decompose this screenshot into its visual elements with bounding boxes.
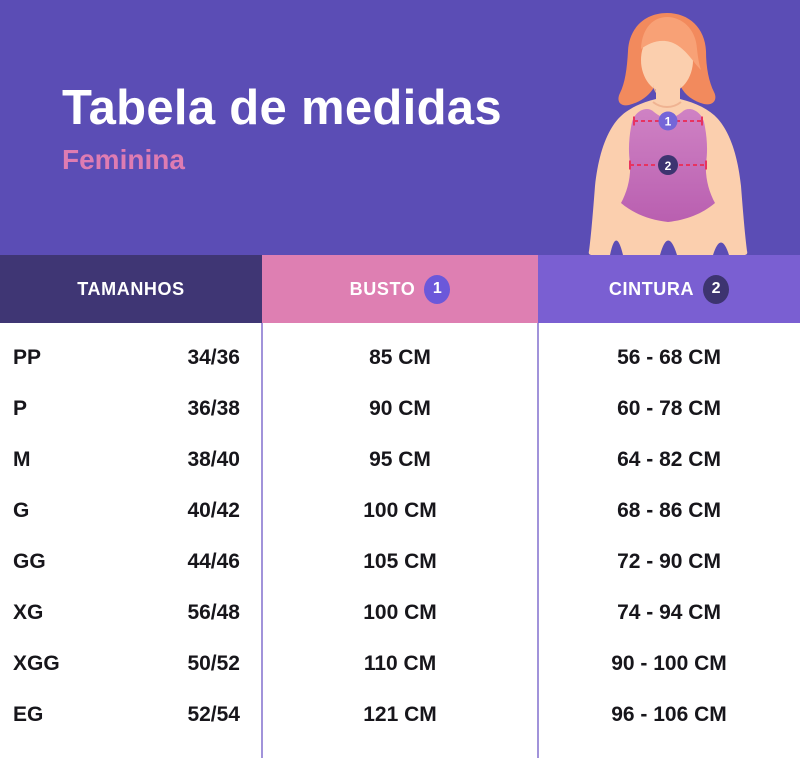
cell-size: XGG 50/52 — [0, 652, 262, 676]
table-row: G 40/42 100 CM 68 - 86 CM — [0, 485, 800, 536]
waist-marker-number: 2 — [665, 159, 672, 173]
cell-waist: 96 - 106 CM — [611, 702, 727, 726]
table-row: M 38/40 95 CM 64 - 82 CM — [0, 434, 800, 485]
cell-bust: 110 CM — [363, 651, 437, 675]
waist-badge: 2 — [703, 274, 730, 304]
column-header-sizes-label: TAMANHOS — [77, 278, 185, 299]
column-divider — [537, 323, 539, 758]
size-numbers: 36/38 — [187, 396, 240, 420]
size-numbers: 52/54 — [187, 702, 240, 726]
bust-badge: 1 — [424, 274, 451, 304]
table-body: PP 34/36 85 CM 56 - 68 CM P 36/38 90 CM … — [0, 323, 800, 758]
bust-marker-number: 1 — [665, 115, 672, 129]
size-numbers: 38/40 — [187, 447, 240, 471]
leg-gap-right — [713, 242, 729, 255]
size-label: XGG — [13, 651, 60, 675]
table-row: GG 44/46 105 CM 72 - 90 CM — [0, 536, 800, 587]
size-label: G — [13, 498, 30, 522]
cell-waist: 90 - 100 CM — [611, 651, 727, 675]
cell-waist: 72 - 90 CM — [617, 549, 721, 573]
cell-waist: 56 - 68 CM — [617, 345, 721, 369]
cell-bust: 100 CM — [363, 498, 437, 522]
column-header-sizes: TAMANHOS — [0, 255, 262, 323]
waist-marker-badge — [658, 155, 678, 175]
size-label: P — [13, 396, 28, 420]
size-numbers: 50/52 — [187, 651, 240, 675]
size-numbers: 34/36 — [187, 345, 240, 369]
table-row: XGG 50/52 110 CM 90 - 100 CM — [0, 638, 800, 689]
column-header-bust-label: BUSTO — [349, 278, 416, 299]
table-row: P 36/38 90 CM 60 - 78 CM — [0, 383, 800, 434]
female-figure-illustration: 1 2 — [588, 13, 748, 255]
table-row: XG 56/48 100 CM 74 - 94 CM — [0, 587, 800, 638]
cell-waist: 64 - 82 CM — [617, 447, 721, 471]
size-label: XG — [13, 600, 44, 624]
cell-bust: 85 CM — [369, 345, 431, 369]
size-numbers: 56/48 — [187, 600, 240, 624]
page-title: Tabela de medidas — [62, 81, 502, 135]
collarbone-lines — [652, 101, 682, 108]
table-row: PP 34/36 85 CM 56 - 68 CM — [0, 332, 800, 383]
hair-fringe-icon — [641, 17, 701, 70]
leg-gap-left — [610, 240, 623, 255]
cell-size: GG 44/46 — [0, 550, 262, 574]
size-numbers: 40/42 — [187, 498, 240, 522]
leg-gap-center — [660, 240, 677, 255]
page-subtitle: Feminina — [62, 144, 185, 175]
cell-waist: 74 - 94 CM — [617, 600, 721, 624]
cell-bust: 90 CM — [369, 396, 431, 420]
bust-marker-badge — [658, 111, 678, 131]
hero-header: Tabela de medidas Feminina — [0, 0, 800, 255]
size-label: GG — [13, 549, 46, 573]
size-label: M — [13, 447, 31, 471]
cell-bust: 105 CM — [363, 549, 437, 573]
column-header-waist: CINTURA 2 — [538, 255, 800, 323]
cell-size: EG 52/54 — [0, 703, 262, 727]
size-label: PP — [13, 345, 42, 369]
cell-size: PP 34/36 — [0, 346, 262, 370]
cell-waist: 60 - 78 CM — [617, 396, 721, 420]
cell-size: M 38/40 — [0, 448, 262, 472]
cell-size: XG 56/48 — [0, 601, 262, 625]
cell-bust: 95 CM — [369, 447, 431, 471]
column-header-waist-label: CINTURA — [608, 278, 695, 299]
cell-bust: 100 CM — [363, 600, 437, 624]
size-label: EG — [13, 702, 44, 726]
size-numbers: 44/46 — [187, 549, 240, 573]
column-divider — [261, 323, 263, 758]
cell-size: P 36/38 — [0, 397, 262, 421]
cell-bust: 121 CM — [363, 702, 437, 726]
cell-size: G 40/42 — [0, 499, 262, 523]
cell-waist: 68 - 86 CM — [617, 498, 721, 522]
table-row: EG 52/54 121 CM 96 - 106 CM — [0, 689, 800, 740]
column-header-bust: BUSTO 1 — [262, 255, 538, 323]
table-header-row: TAMANHOS BUSTO 1 CINTURA 2 — [0, 255, 800, 323]
